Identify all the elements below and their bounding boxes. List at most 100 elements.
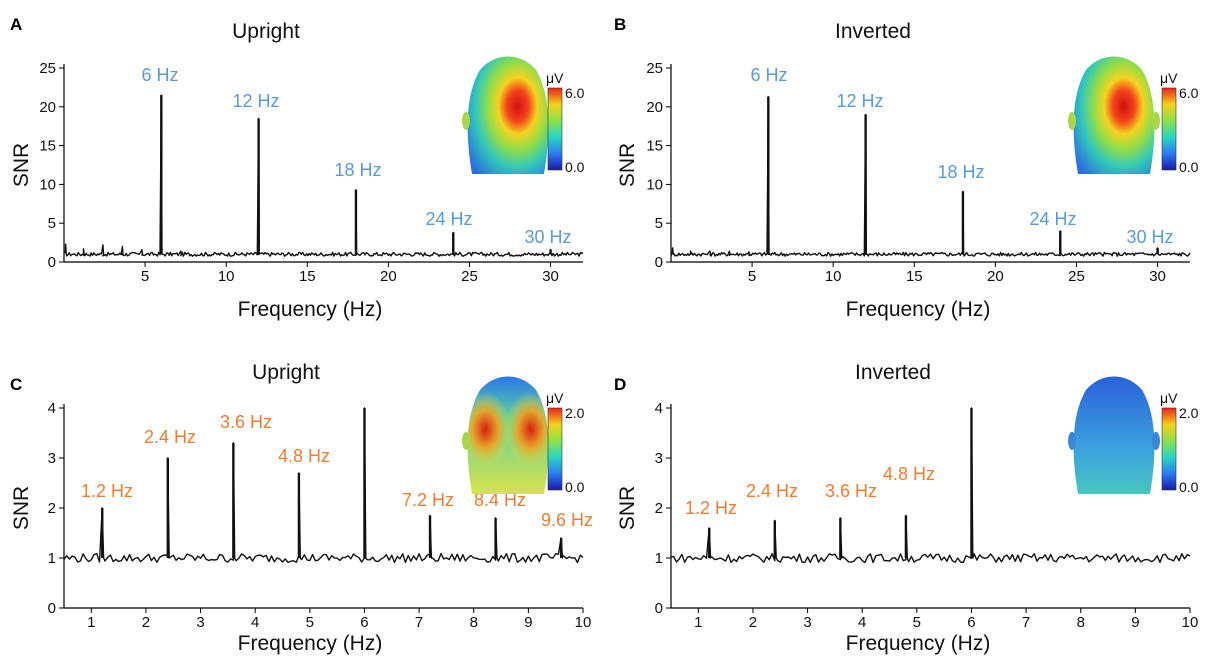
x-tick-label: 3 — [803, 614, 811, 631]
peak-label: 7.2 Hz — [402, 490, 454, 510]
x-tick-label: 2 — [142, 614, 150, 631]
x-tick-label: 8 — [1077, 614, 1085, 631]
peak-label: 30 Hz — [1126, 227, 1173, 247]
peak-label: 9.6 Hz — [541, 510, 593, 530]
x-tick-label: 3 — [196, 614, 204, 631]
panel-a: A Upright 5 10 15 20 25 30 0 5 10 15 20 25 Frequency (… — [10, 15, 585, 321]
colorbar-max-label: 2.0 — [1179, 405, 1199, 421]
x-tick-label: 10 — [825, 268, 842, 285]
colorbar-max-label: 2.0 — [565, 405, 585, 421]
x-tick-label: 5 — [306, 614, 314, 631]
topo-head-shape — [1073, 56, 1155, 174]
topographic-head-map — [462, 56, 554, 174]
peak-label: 2.4 Hz — [144, 427, 196, 447]
y-tick-label: 20 — [646, 99, 663, 116]
peak-label: 12 Hz — [836, 91, 883, 111]
colorbar — [1161, 407, 1177, 491]
y-tick-label: 0 — [655, 600, 663, 617]
x-tick-label: 5 — [913, 614, 921, 631]
y-tick-label: 3 — [48, 450, 56, 467]
x-tick-label: 20 — [380, 268, 397, 285]
topographic-head-map — [1068, 376, 1160, 494]
y-axis-label: SNR — [616, 486, 639, 530]
x-tick-label: 7 — [415, 614, 423, 631]
x-axis-label: Frequency (Hz) — [846, 632, 991, 655]
colorbar — [547, 407, 563, 491]
x-tick-label: 2 — [749, 614, 757, 631]
x-axis-label: Frequency (Hz) — [238, 632, 383, 655]
peak-label: 1.2 Hz — [685, 498, 737, 518]
x-tick-label: 9 — [1131, 614, 1139, 631]
y-tick-label: 1 — [655, 550, 663, 567]
panel-title: Upright — [252, 361, 320, 384]
panel-b: B Inverted 5 10 15 20 25 30 0 5 10 15 20 25 Frequency … — [614, 15, 1199, 321]
colorbar-unit: μV — [546, 70, 564, 86]
panel-title: Inverted — [835, 20, 911, 43]
peak-label: 1.2 Hz — [81, 481, 133, 501]
panel-title: Upright — [232, 20, 300, 43]
topo-head-shape — [1073, 376, 1155, 494]
topo-left-ear — [462, 431, 470, 450]
topo-left-ear — [1068, 431, 1076, 450]
snr-spectrum-line — [670, 96, 1191, 257]
y-tick-label: 5 — [655, 215, 663, 232]
y-tick-label: 10 — [39, 176, 56, 193]
x-tick-label: 1 — [87, 614, 95, 631]
x-tick-label: 10 — [575, 614, 592, 631]
x-axis-label: Frequency (Hz) — [846, 298, 991, 321]
x-tick-label: 6 — [967, 614, 975, 631]
panel-letter: B — [614, 15, 626, 34]
peak-label: 3.6 Hz — [220, 412, 272, 432]
x-tick-label: 8 — [470, 614, 478, 631]
peak-label: 24 Hz — [1029, 209, 1076, 229]
y-axis-label: SNR — [10, 143, 33, 187]
y-tick-label: 20 — [39, 99, 56, 116]
snr-spectrum-line — [63, 94, 584, 257]
x-tick-label: 5 — [748, 268, 756, 285]
peak-label: 6 Hz — [141, 65, 178, 85]
x-tick-label: 25 — [461, 268, 478, 285]
x-tick-label: 6 — [360, 614, 368, 631]
topo-right-ear — [1152, 111, 1160, 130]
topo-right-ear — [1152, 431, 1160, 450]
topographic-head-map — [1068, 56, 1160, 174]
peak-label: 8.4 Hz — [474, 490, 526, 510]
x-tick-label: 4 — [251, 614, 259, 631]
colorbar-max-label: 6.0 — [565, 85, 585, 101]
x-tick-label: 30 — [542, 268, 559, 285]
colorbar-min-label: 0.0 — [1179, 159, 1199, 175]
panel-letter: A — [10, 15, 22, 34]
y-tick-label: 15 — [39, 138, 56, 155]
y-tick-label: 2 — [655, 500, 663, 517]
colorbar-unit: μV — [1160, 390, 1178, 406]
y-axis-label: SNR — [10, 486, 33, 530]
colorbar-max-label: 6.0 — [1179, 85, 1199, 101]
peak-label: 6 Hz — [750, 65, 787, 85]
snr-spectrum-line — [670, 407, 1191, 564]
y-tick-label: 10 — [646, 176, 663, 193]
y-tick-label: 25 — [646, 60, 663, 77]
topo-right-hotspot — [467, 376, 549, 494]
peak-label: 30 Hz — [524, 227, 571, 247]
x-tick-label: 10 — [1182, 614, 1199, 631]
panel-letter: C — [10, 375, 22, 394]
x-tick-label: 25 — [1068, 268, 1085, 285]
x-tick-label: 5 — [141, 268, 149, 285]
colorbar — [1161, 87, 1177, 171]
y-tick-label: 0 — [655, 254, 663, 271]
y-tick-label: 3 — [655, 450, 663, 467]
topo-left-ear — [462, 111, 470, 130]
peak-label: 4.8 Hz — [883, 464, 935, 484]
peak-label: 24 Hz — [425, 209, 472, 229]
panel-title: Inverted — [855, 361, 931, 384]
x-tick-label: 9 — [524, 614, 532, 631]
y-tick-label: 2 — [48, 500, 56, 517]
peak-label: 18 Hz — [334, 160, 381, 180]
topo-head-shape — [467, 56, 549, 174]
x-tick-label: 30 — [1149, 268, 1166, 285]
y-tick-label: 4 — [48, 400, 56, 417]
x-axis-label: Frequency (Hz) — [238, 298, 383, 321]
